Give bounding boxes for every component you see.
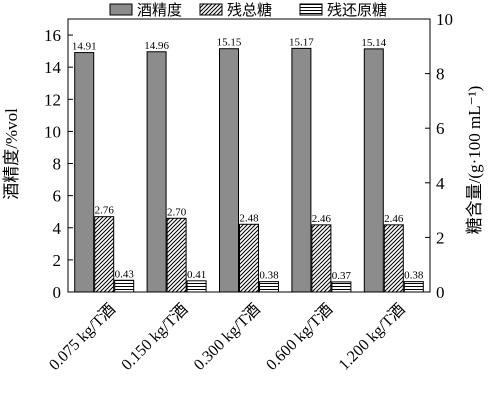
y2-tick-label: 6: [436, 119, 445, 138]
data-label: 14.91: [72, 41, 97, 53]
data-label: 15.14: [361, 37, 386, 49]
y-tick-label: 4: [53, 219, 62, 238]
bar-2: [311, 224, 332, 293]
bar-3: [259, 281, 279, 293]
plot-frame: [67, 18, 431, 293]
y-tick-label: 10: [44, 122, 61, 141]
data-label: 2.76: [95, 205, 115, 217]
y-tick-label: 0: [53, 283, 62, 302]
data-label: 0.41: [187, 269, 206, 281]
data-label: 0.38: [404, 270, 424, 282]
bar-3: [331, 281, 352, 293]
data-label: 0.38: [259, 270, 279, 282]
bar-2: [94, 216, 115, 293]
bar-1: [146, 51, 167, 293]
x-tick-label: 0.150 kg/T酒: [118, 300, 192, 374]
bar-2: [166, 217, 187, 293]
y-tick-label: 14: [44, 58, 62, 77]
legend-label: 残总糖: [227, 2, 272, 19]
y-tick-label: 16: [44, 26, 61, 45]
x-tick-label: 1.200 kg/T酒: [335, 300, 409, 374]
y2-tick-label: 10: [436, 10, 453, 29]
data-label: 2.46: [312, 213, 332, 225]
legend: 酒精度 残总糖 残还原糖: [109, 2, 387, 19]
y-tick-label: 2: [53, 251, 62, 270]
data-label: 0.43: [115, 268, 135, 280]
legend-label: 酒精度: [137, 2, 182, 19]
data-label: 2.70: [167, 206, 187, 218]
y-tick-label: 8: [53, 155, 62, 174]
legend-swatch: [109, 3, 133, 16]
bar-2: [239, 223, 259, 293]
data-label: 14.96: [144, 40, 169, 52]
bar-2: [383, 224, 404, 293]
y2-axis-title: 糖含量/(g·100 mL⁻¹): [465, 86, 484, 235]
legend-swatch: [199, 3, 223, 16]
y2-tick-label: 2: [436, 228, 445, 247]
x-tick-label: 0.075 kg/T酒: [45, 300, 119, 374]
y-tick-label: 6: [53, 187, 62, 206]
bar-1: [291, 47, 312, 293]
legend-label: 残还原糖: [327, 2, 387, 19]
y2-tick-label: 0: [436, 283, 445, 302]
legend-swatch: [299, 3, 323, 16]
bar-1: [74, 52, 95, 293]
bar-1: [219, 48, 239, 293]
y-tick-label: 12: [44, 90, 61, 109]
y2-tick-label: 4: [436, 174, 445, 193]
data-label: 15.15: [217, 37, 242, 49]
x-tick-label: 0.300 kg/T酒: [190, 300, 264, 374]
data-label: 0.37: [332, 270, 352, 282]
bar-3: [186, 280, 207, 293]
data-label: 2.46: [384, 213, 404, 225]
bar-3: [403, 281, 424, 293]
bar-1: [363, 48, 384, 293]
x-tick-label: 0.600 kg/T酒: [263, 300, 337, 374]
bar-3: [114, 279, 135, 293]
plot-area: 14.91 2.76 0.43 0.075 kg/T酒 14.96 2.70 0.41 0.1…: [44, 10, 453, 374]
y2-tick-label: 8: [436, 65, 445, 84]
data-label: 15.17: [289, 36, 314, 48]
data-label: 2.48: [239, 212, 259, 224]
y-axis-title: 酒精度/%vol: [2, 108, 21, 200]
